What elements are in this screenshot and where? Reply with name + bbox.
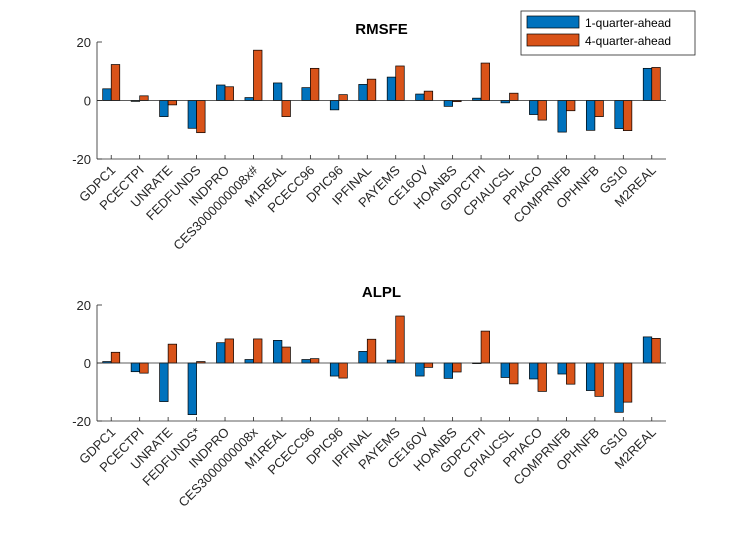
chart-alpl: ALPL-20020GDPC1PCECTPIUNRATEFEDFUNDS*IND… (72, 284, 666, 510)
bar-dpic96-q1 (329, 362, 340, 377)
chart-rmsfe: RMSFE-20020GDPC1PCECTPIUNRATEFEDFUNDSIND… (72, 21, 666, 253)
bar-ppiaco-q4 (537, 362, 547, 392)
bar-gs10-q1 (614, 362, 624, 413)
bar-ophnfb-q4 (594, 100, 604, 117)
bar-unrate-q1 (159, 100, 169, 117)
legend-swatch-q1 (526, 15, 580, 29)
bar-pcecc96-q4 (310, 67, 320, 101)
bar-ophnfb-q1 (585, 100, 596, 131)
bar-m1real-q1 (273, 340, 283, 364)
chart-title: RMSFE (355, 21, 408, 38)
bar-payems-q4 (395, 315, 405, 364)
bar-ce16ov-q4 (423, 362, 434, 368)
bar-ces3000000008x-q1 (244, 97, 254, 101)
bar-unrate-q4 (167, 343, 178, 364)
legend: 1-quarter-ahead 4-quarter-ahead (520, 10, 696, 56)
bar-ppiaco-q1 (529, 362, 539, 380)
bar-m2real-q1 (642, 67, 653, 101)
y-tick-label: 0 (84, 94, 91, 109)
bar-hoanbs-q4 (452, 362, 462, 373)
bar-ipfinal-q4 (366, 78, 377, 101)
bar-hoanbs-q1 (443, 362, 453, 379)
y-tick-label: -20 (72, 414, 91, 429)
bar-cpiaucsl-q1 (500, 362, 510, 378)
bar-pcecc96-q1 (301, 359, 311, 364)
bar-dpic96-q4 (338, 362, 348, 379)
bar-indpro-q4 (224, 338, 234, 364)
bar-comprnfb-q1 (557, 100, 567, 133)
bar-fedfunds-q4 (196, 100, 206, 134)
bar-pcectpi-q4 (139, 362, 149, 374)
bar-m2real-q1 (642, 336, 653, 364)
y-tick-label: 0 (84, 356, 91, 371)
legend-label-q4: 4-quarter-ahead (585, 34, 671, 48)
bar-fedfunds-q1 (187, 362, 197, 415)
y-tick-label: 20 (77, 35, 91, 50)
bar-cpiaucsl-q1 (500, 100, 510, 104)
bar-comprnfb-q4 (566, 100, 576, 112)
bar-gdpc1-q4 (110, 64, 121, 101)
y-tick-label: 20 (77, 298, 91, 313)
bar-ces3000000008x-q4 (253, 338, 263, 364)
legend-label-q1: 1-quarter-ahead (585, 16, 671, 30)
y-tick-label: -20 (72, 152, 91, 167)
bar-gdpctpi-q4 (480, 62, 490, 101)
bar-ppiaco-q1 (529, 100, 539, 115)
bar-gdpctpi-q4 (480, 330, 490, 364)
bar-indpro-q1 (216, 342, 226, 364)
bar-cpiaucsl-q4 (509, 362, 519, 385)
bar-m2real-q4 (651, 338, 661, 364)
bar-pcectpi-q1 (130, 362, 141, 373)
bar-ce16ov-q1 (415, 93, 425, 101)
bar-payems-q1 (386, 76, 397, 101)
chart-title: ALPL (362, 284, 401, 301)
bar-dpic96-q1 (329, 100, 340, 111)
bar-ophnfb-q1 (585, 362, 596, 391)
bar-ipfinal-q4 (366, 338, 377, 364)
bar-comprnfb-q4 (566, 362, 576, 385)
bar-fedfunds-q1 (187, 100, 197, 129)
bar-gdpctpi-q1 (472, 97, 482, 101)
bar-dpic96-q4 (338, 94, 348, 101)
bar-ces3000000008x-q1 (244, 359, 254, 364)
bar-gs10-q4 (622, 100, 633, 131)
bar-cpiaucsl-q4 (509, 92, 519, 101)
bar-m1real-q4 (281, 100, 291, 117)
bar-ipfinal-q1 (358, 84, 368, 101)
bar-pcecc96-q4 (310, 358, 320, 364)
bar-ce16ov-q4 (423, 90, 434, 101)
bar-ipfinal-q1 (358, 351, 368, 364)
bar-comprnfb-q1 (557, 362, 567, 375)
bar-payems-q4 (395, 65, 405, 101)
bar-gdpc1-q1 (102, 88, 112, 101)
bar-gs10-q1 (614, 100, 624, 129)
bar-unrate-q4 (167, 100, 178, 106)
bar-ces3000000008x-q4 (253, 49, 263, 101)
bar-m1real-q1 (273, 82, 283, 101)
bar-pcecc96-q1 (301, 87, 311, 101)
bar-ophnfb-q4 (594, 362, 604, 397)
bar-payems-q1 (386, 359, 397, 364)
bar-gdpc1-q4 (110, 351, 121, 364)
bar-indpro-q1 (216, 84, 226, 101)
bar-unrate-q1 (159, 362, 169, 402)
bar-gs10-q4 (622, 362, 633, 403)
bar-indpro-q4 (224, 86, 234, 101)
bar-m1real-q4 (281, 346, 291, 364)
bar-hoanbs-q1 (443, 100, 453, 107)
bar-pcectpi-q4 (139, 95, 149, 101)
bar-ppiaco-q4 (537, 100, 547, 121)
bar-m2real-q4 (651, 67, 661, 101)
bar-ce16ov-q1 (415, 362, 425, 377)
legend-swatch-q4 (526, 33, 580, 47)
